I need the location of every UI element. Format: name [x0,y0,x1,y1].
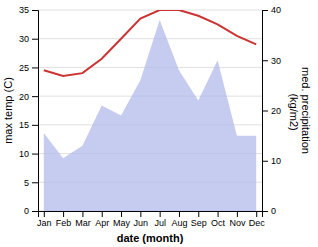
tick-label: Jul [154,218,166,228]
tick-label: 0 [24,206,29,216]
tick: Jan [37,211,52,228]
tick-mark [32,182,38,183]
tick: 20 [19,92,38,102]
tick-label: 10 [19,149,29,159]
x-axis: Jan FebMar Apr MayJun Jul Aug Sep OctNovDec [37,211,265,228]
tick: 10 [19,149,38,159]
axis-line [263,11,269,212]
tick-label: 10 [271,156,281,166]
tick-mark [82,211,83,217]
y-axis: 0 5 10 15 20 25 30 35 [19,5,39,216]
tick-mark [32,125,38,126]
tick-label: 25 [19,63,29,73]
tick: 15 [19,120,38,130]
tick: 0 [262,206,276,216]
tick: 30 [19,34,38,44]
grid-line [38,38,262,39]
tick-mark [140,211,141,217]
tick-mark [262,111,268,112]
tick-mark [32,96,38,97]
tick-mark [262,10,268,11]
tick-label: 30 [271,56,281,66]
chart: Jan FebMar Apr MayJun Jul Aug Sep OctNovDec 0 5 10… [0,0,318,247]
tick: Sep [191,211,207,228]
tick-mark [218,211,219,217]
tick-mark [121,211,122,217]
title-line: (kg/m2) [288,90,300,130]
tick-mark [160,211,161,217]
axis-line [39,212,263,218]
tick-label: 0 [271,206,276,216]
y2-axis-title: med. precipitation (kg/m2) [288,67,312,154]
tick: Apr [95,211,109,228]
tick: Jul [154,211,166,228]
tick-label: Jun [134,218,149,228]
y-axis-title: max temp (C) [2,77,14,144]
tick-mark [44,211,45,217]
tick: May [113,211,131,228]
tick: 40 [262,5,281,15]
axis-line [32,11,39,212]
area [44,20,256,211]
tick-label: 40 [271,5,281,15]
grid [38,10,262,211]
title-line: med. precipitation [300,67,312,154]
tick-label: Sep [191,218,207,228]
tick-mark [198,211,199,217]
plot: Jan FebMar Apr MayJun Jul Aug Sep OctNovDec 0 5 10… [19,5,281,228]
tick-mark [32,39,38,40]
tick: Oct [211,211,226,228]
tick: Mar [75,211,91,228]
tick-label: Oct [211,218,226,228]
marks [44,10,256,211]
tick: 0 [24,206,38,216]
tick-label: 20 [271,106,281,116]
tick: 5 [24,178,38,188]
tick: 35 [19,5,38,15]
tick: 20 [262,106,281,116]
tick-mark [32,211,38,212]
tick-label: Dec [249,218,266,228]
tick-mark [32,154,38,155]
tick-label: 15 [19,120,29,130]
tick: Dec [249,211,266,228]
tick-label: Apr [95,218,109,228]
tick-mark [262,211,268,212]
tick: Feb [56,211,72,228]
tick-mark [262,60,268,61]
tick: 30 [262,56,281,66]
y2-axis: 0 10 20 30 40 [262,5,281,216]
tick-label: Aug [171,218,187,228]
x-axis-title: date (month) [117,232,184,244]
line [44,10,256,76]
tick: Aug [171,211,187,228]
tick-mark [256,211,257,217]
tick-label: Feb [56,218,72,228]
tick-label: Mar [75,218,91,228]
tick-mark [63,211,64,217]
tick: 25 [19,63,38,73]
tick-mark [179,211,180,217]
tick-label: May [113,218,131,228]
tick: Nov [229,211,246,228]
tick-label: Jan [37,218,52,228]
tick: 10 [262,156,281,166]
tick-mark [262,161,268,162]
tick-label: 35 [19,5,29,15]
tick-mark [237,211,238,217]
tick-mark [32,10,38,11]
tick: Jun [134,211,149,228]
tick-mark [102,211,103,217]
grid-line [38,10,262,11]
tick-label: Nov [229,218,246,228]
tick-mark [32,67,38,68]
tick-label: 30 [19,34,29,44]
tick-label: 5 [24,178,29,188]
tick-label: 20 [19,92,29,102]
